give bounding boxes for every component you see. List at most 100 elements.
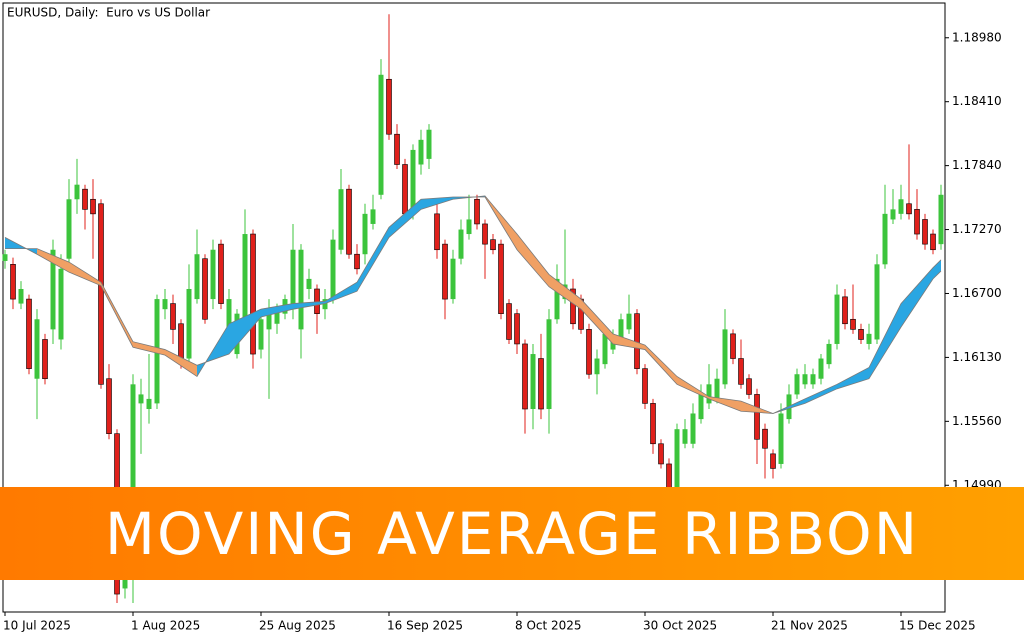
candle-body bbox=[138, 394, 144, 404]
candle-body bbox=[18, 288, 24, 304]
candle-body bbox=[50, 249, 56, 330]
candle-body bbox=[194, 254, 200, 300]
candle-body bbox=[394, 133, 400, 165]
y-tick-label: 1.16130 bbox=[952, 350, 1002, 364]
ribbon-fill bbox=[837, 367, 869, 389]
candle-body bbox=[298, 249, 304, 330]
x-tick-label: 21 Nov 2025 bbox=[771, 619, 848, 633]
candle-body bbox=[258, 319, 264, 350]
candle-body bbox=[146, 398, 152, 409]
candle-body bbox=[610, 339, 616, 350]
ribbon-fill bbox=[517, 234, 549, 287]
candle-body bbox=[650, 403, 656, 445]
candle-body bbox=[498, 243, 504, 314]
candle-body bbox=[866, 333, 872, 344]
candle-body bbox=[570, 288, 576, 325]
ribbon-fill bbox=[389, 199, 421, 238]
candle-body bbox=[626, 313, 632, 330]
candle-body bbox=[274, 309, 280, 324]
x-tick-label: 1 Aug 2025 bbox=[131, 619, 200, 633]
candle-body bbox=[930, 233, 936, 251]
candle-body bbox=[594, 358, 600, 375]
ribbon-fill bbox=[549, 274, 581, 310]
candle-body bbox=[354, 253, 360, 270]
candle-body bbox=[514, 313, 520, 345]
candle-body bbox=[266, 309, 272, 330]
candle-body bbox=[362, 213, 368, 255]
candle-body bbox=[34, 319, 40, 379]
candle-body bbox=[618, 319, 624, 340]
candle-body bbox=[890, 209, 896, 220]
candle-body bbox=[770, 453, 776, 469]
banner-text: MOVING AVERAGE RIBBON bbox=[104, 499, 920, 568]
candle-body bbox=[746, 378, 752, 395]
candle-body bbox=[434, 213, 440, 251]
candle-body bbox=[850, 318, 856, 330]
candle-body bbox=[346, 188, 352, 255]
candle-body bbox=[338, 189, 344, 250]
candle-body bbox=[482, 223, 488, 245]
candle-body bbox=[314, 288, 320, 314]
candle-body bbox=[818, 358, 824, 379]
x-tick-label: 8 Oct 2025 bbox=[515, 619, 582, 633]
candle-body bbox=[322, 299, 328, 310]
candle-body bbox=[730, 333, 736, 359]
candle-body bbox=[714, 378, 720, 399]
chart-title: EURUSD, Daily: Euro vs US Dollar bbox=[7, 6, 210, 20]
candle-body bbox=[74, 184, 80, 200]
candle-body bbox=[402, 164, 408, 215]
candle-body bbox=[842, 296, 848, 325]
candle-body bbox=[130, 384, 136, 489]
candle-body bbox=[522, 343, 528, 410]
ribbon-fill bbox=[37, 248, 69, 273]
candle-body bbox=[882, 213, 888, 265]
ribbon-fill bbox=[581, 299, 613, 344]
candle-body bbox=[922, 219, 928, 245]
candle-body bbox=[474, 198, 480, 225]
candle-body bbox=[90, 198, 96, 215]
candle-body bbox=[722, 329, 728, 385]
candle-body bbox=[642, 368, 648, 404]
candle-body bbox=[250, 233, 256, 355]
x-tick-label: 16 Sep 2025 bbox=[387, 619, 463, 633]
candle-body bbox=[674, 429, 680, 495]
candle-body bbox=[602, 333, 608, 365]
candle-body bbox=[106, 378, 112, 434]
candle-body bbox=[386, 78, 392, 135]
ribbon-fill bbox=[325, 282, 357, 304]
x-tick-label: 10 Jul 2025 bbox=[3, 619, 71, 633]
candle-body bbox=[898, 199, 904, 214]
ribbon-fill bbox=[613, 333, 645, 350]
candle-body bbox=[2, 254, 8, 261]
candle-body bbox=[330, 239, 336, 300]
ribbon-fill bbox=[357, 227, 389, 292]
y-tick-label: 1.17840 bbox=[952, 158, 1002, 172]
candle-body bbox=[82, 188, 88, 210]
candle-body bbox=[762, 428, 768, 449]
candle-body bbox=[538, 358, 544, 410]
candle-body bbox=[210, 249, 216, 300]
candle-body bbox=[810, 374, 816, 385]
candle-body bbox=[418, 139, 424, 165]
y-tick-label: 1.17270 bbox=[952, 222, 1002, 236]
ribbon-fill bbox=[133, 341, 165, 356]
candle-body bbox=[26, 298, 32, 369]
candle-body bbox=[778, 413, 784, 464]
candle-body bbox=[98, 203, 104, 385]
banner: MOVING AVERAGE RIBBON bbox=[0, 487, 1024, 580]
candle-body bbox=[186, 288, 192, 359]
candle-body bbox=[858, 329, 864, 340]
candle-body bbox=[378, 74, 384, 195]
candle-body bbox=[226, 299, 232, 340]
candle-body bbox=[58, 268, 64, 340]
ribbon-fill bbox=[677, 376, 709, 399]
candle-body bbox=[546, 319, 552, 409]
x-tick-label: 15 Dec 2025 bbox=[899, 619, 976, 633]
candle-body bbox=[874, 264, 880, 340]
candle-body bbox=[202, 258, 208, 320]
ribbon-fill bbox=[901, 267, 933, 328]
candle-body bbox=[450, 258, 456, 300]
ribbon-fill bbox=[933, 259, 941, 279]
ribbon-fill bbox=[69, 262, 101, 286]
